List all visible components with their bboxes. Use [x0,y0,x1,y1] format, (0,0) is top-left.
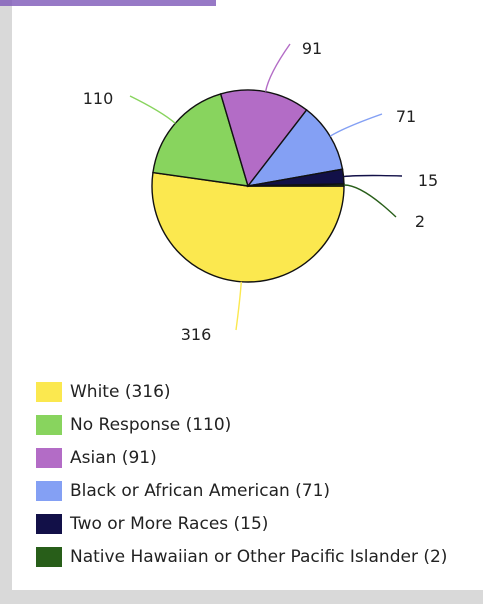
legend-label-white: White (316) [70,381,171,402]
data-label-black-or-african-american: 71 [396,107,416,126]
legend-item-two-or-more-races: Two or More Races (15) [36,510,476,537]
legend-label-asian: Asian (91) [70,447,157,468]
leader-line-black-or-african-american [329,113,383,137]
legend-label-native-hawaiian: Native Hawaiian or Other Pacific Islande… [70,546,448,567]
pie-slice-white [151,171,345,283]
legend: White (316) No Response (110) Asian (91)… [36,378,476,576]
leader-line-no-response [129,95,176,124]
data-labels: 316 110 91 71 15 2 [83,39,438,344]
legend-label-two-or-more-races: Two or More Races (15) [70,513,269,534]
leader-line-white [235,281,242,331]
data-label-native-hawaiian-or-other-pacific-islander: 2 [415,212,425,231]
legend-swatch-black-or-african-american [36,480,62,501]
legend-swatch-asian [36,447,62,468]
leader-line-native-hawaiian-or-other-pacific-islander [343,184,397,218]
legend-item-no-response: No Response (110) [36,411,476,438]
pie-slice-native-hawaiian-or-other-pacific-islander [247,183,345,187]
bottom-border [0,590,483,604]
legend-swatch-native-hawaiian [36,546,62,567]
legend-label-no-response: No Response (110) [70,414,232,435]
legend-item-white: White (316) [36,378,476,405]
leader-line-two-or-more-races [343,174,403,178]
legend-label-black-or-african-american: Black or African American (71) [70,480,331,501]
data-label-no-response: 110 [83,89,114,108]
legend-item-black-or-african-american: Black or African American (71) [36,477,476,504]
pie-slice-no-response [152,93,249,187]
legend-item-asian: Asian (91) [36,444,476,471]
data-label-asian: 91 [302,39,322,58]
legend-item-native-hawaiian: Native Hawaiian or Other Pacific Islande… [36,543,476,570]
leader-line-asian [264,43,291,92]
legend-swatch-two-or-more-races [36,513,62,534]
top-accent-bar [0,0,216,6]
data-label-leaders [129,43,403,331]
legend-swatch-no-response [36,414,62,435]
pie-slices [151,89,345,283]
data-label-white: 316 [181,325,212,344]
data-label-two-or-more-races: 15 [418,171,438,190]
legend-swatch-white [36,381,62,402]
left-border [0,0,12,590]
pie-slice-black-or-african-american [246,108,344,188]
